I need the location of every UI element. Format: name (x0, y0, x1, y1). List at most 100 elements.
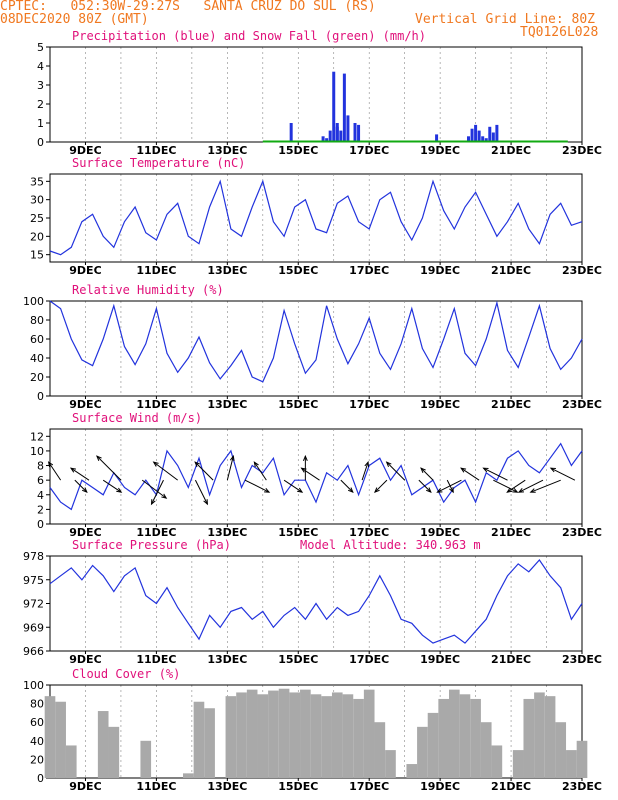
x-tick-label: 23DEC (562, 398, 602, 411)
x-tick-label: 19DEC (420, 398, 460, 411)
wind-arrow (301, 467, 320, 481)
wind-arrow (141, 479, 167, 499)
panel-title: Relative Humidity (%) (72, 283, 224, 297)
cloud-bar (459, 694, 471, 778)
wind-arrow-head (420, 467, 426, 473)
x-tick-label: 17DEC (349, 653, 389, 666)
x-tick-label: 13DEC (207, 398, 247, 411)
cloud-bar (236, 692, 247, 778)
precip-bar (353, 123, 357, 142)
wind-arrow (74, 479, 88, 493)
wind-arrow-head (82, 487, 88, 494)
wind-arrow (518, 479, 544, 493)
wind-arrow (418, 479, 432, 493)
y-tick-label: 8 (37, 460, 44, 473)
x-tick-label: 19DEC (420, 526, 460, 539)
y-tick-label: 972 (23, 598, 44, 611)
cloud-bar (406, 764, 418, 778)
y-tick-label: 975 (23, 574, 44, 587)
y-tick-label: 4 (37, 60, 44, 73)
precip-bar (357, 124, 361, 142)
cloud-bar (374, 722, 386, 778)
wind-arrow (374, 479, 388, 493)
cloud-bar (257, 694, 269, 778)
y-tick-label: 20 (30, 753, 44, 766)
wind-arrow-head (364, 460, 369, 468)
wind-arrow-head (96, 455, 102, 461)
precip-bar (495, 124, 499, 142)
precip-bar (474, 124, 478, 142)
cloud-bar (534, 692, 545, 778)
wind-arrow-head (506, 487, 513, 493)
panel-title: Surface Temperature (nC) (72, 156, 245, 170)
y-tick-label: 20 (30, 230, 44, 243)
precip-bar (491, 132, 495, 142)
y-tick-label: 40 (30, 735, 44, 748)
x-tick-label: 23DEC (562, 264, 602, 277)
y-tick-label: 30 (30, 194, 44, 207)
wind-arrow (530, 479, 561, 493)
x-tick-label: 23DEC (562, 144, 602, 157)
y-tick-label: 80 (30, 314, 44, 327)
cloud-bar (321, 696, 332, 778)
cloud-bar (566, 750, 577, 778)
precip-bar (346, 115, 350, 142)
precip-bar (321, 136, 325, 142)
cloud-bar (44, 696, 56, 778)
x-tick-label: 17DEC (349, 264, 389, 277)
cloud-bar (385, 750, 396, 778)
cloud-bar (491, 745, 503, 778)
cloud-bar (470, 698, 481, 778)
y-tick-label: 2 (37, 503, 44, 516)
precip-bar (342, 73, 346, 142)
y-tick-label: 1 (37, 117, 44, 130)
cloud-bar (449, 689, 460, 778)
precip-bar (470, 128, 474, 142)
wind-arrow (460, 467, 480, 481)
x-tick-label: 11DEC (136, 144, 176, 157)
x-tick-label: 11DEC (136, 653, 176, 666)
wind-arrow (253, 461, 267, 481)
x-tick-label: 17DEC (349, 398, 389, 411)
precip-bar (477, 130, 481, 142)
precip-bar (467, 136, 471, 142)
precip-bar (335, 126, 339, 142)
x-tick-label: 21DEC (491, 264, 531, 277)
cloud-bar (65, 745, 77, 778)
cloud-bar (576, 740, 588, 778)
wind-arrow-head (460, 467, 467, 473)
y-tick-label: 966 (23, 645, 44, 658)
cloud-bar (523, 698, 535, 778)
y-tick-label: 0 (37, 518, 44, 531)
x-tick-label: 13DEC (207, 144, 247, 157)
wind-arrow-head (47, 461, 54, 468)
cloud-bar (427, 712, 439, 778)
y-tick-label: 60 (30, 716, 44, 729)
wind-arrow (483, 467, 508, 481)
wind-arrow-head (512, 488, 519, 493)
wind-arrow (153, 461, 178, 481)
x-tick-label: 15DEC (278, 526, 318, 539)
precip-bar (339, 130, 343, 142)
x-tick-label: 11DEC (136, 264, 176, 277)
x-tick-label: 17DEC (349, 780, 389, 793)
wind-arrow (244, 479, 270, 493)
wind-arrow (283, 479, 303, 493)
wind-arrow (493, 479, 518, 493)
x-tick-label: 21DEC (491, 398, 531, 411)
precip-bar (328, 130, 332, 142)
x-tick-label: 23DEC (562, 526, 602, 539)
wind-arrow (340, 479, 354, 493)
x-tick-label: 19DEC (420, 653, 460, 666)
y-tick-label: 10 (30, 445, 44, 458)
panel-title: Surface Wind (m/s) (72, 411, 202, 425)
cloud-bar (108, 726, 120, 778)
wind-arrow-head (150, 499, 156, 506)
panel-frame (49, 428, 583, 525)
panel-frame (49, 46, 583, 143)
y-tick-label: 12 (30, 430, 44, 443)
y-tick-label: 25 (30, 212, 44, 225)
cloud-bar (310, 694, 322, 778)
precip-bar (488, 126, 492, 142)
wind-arrow-head (194, 461, 200, 467)
